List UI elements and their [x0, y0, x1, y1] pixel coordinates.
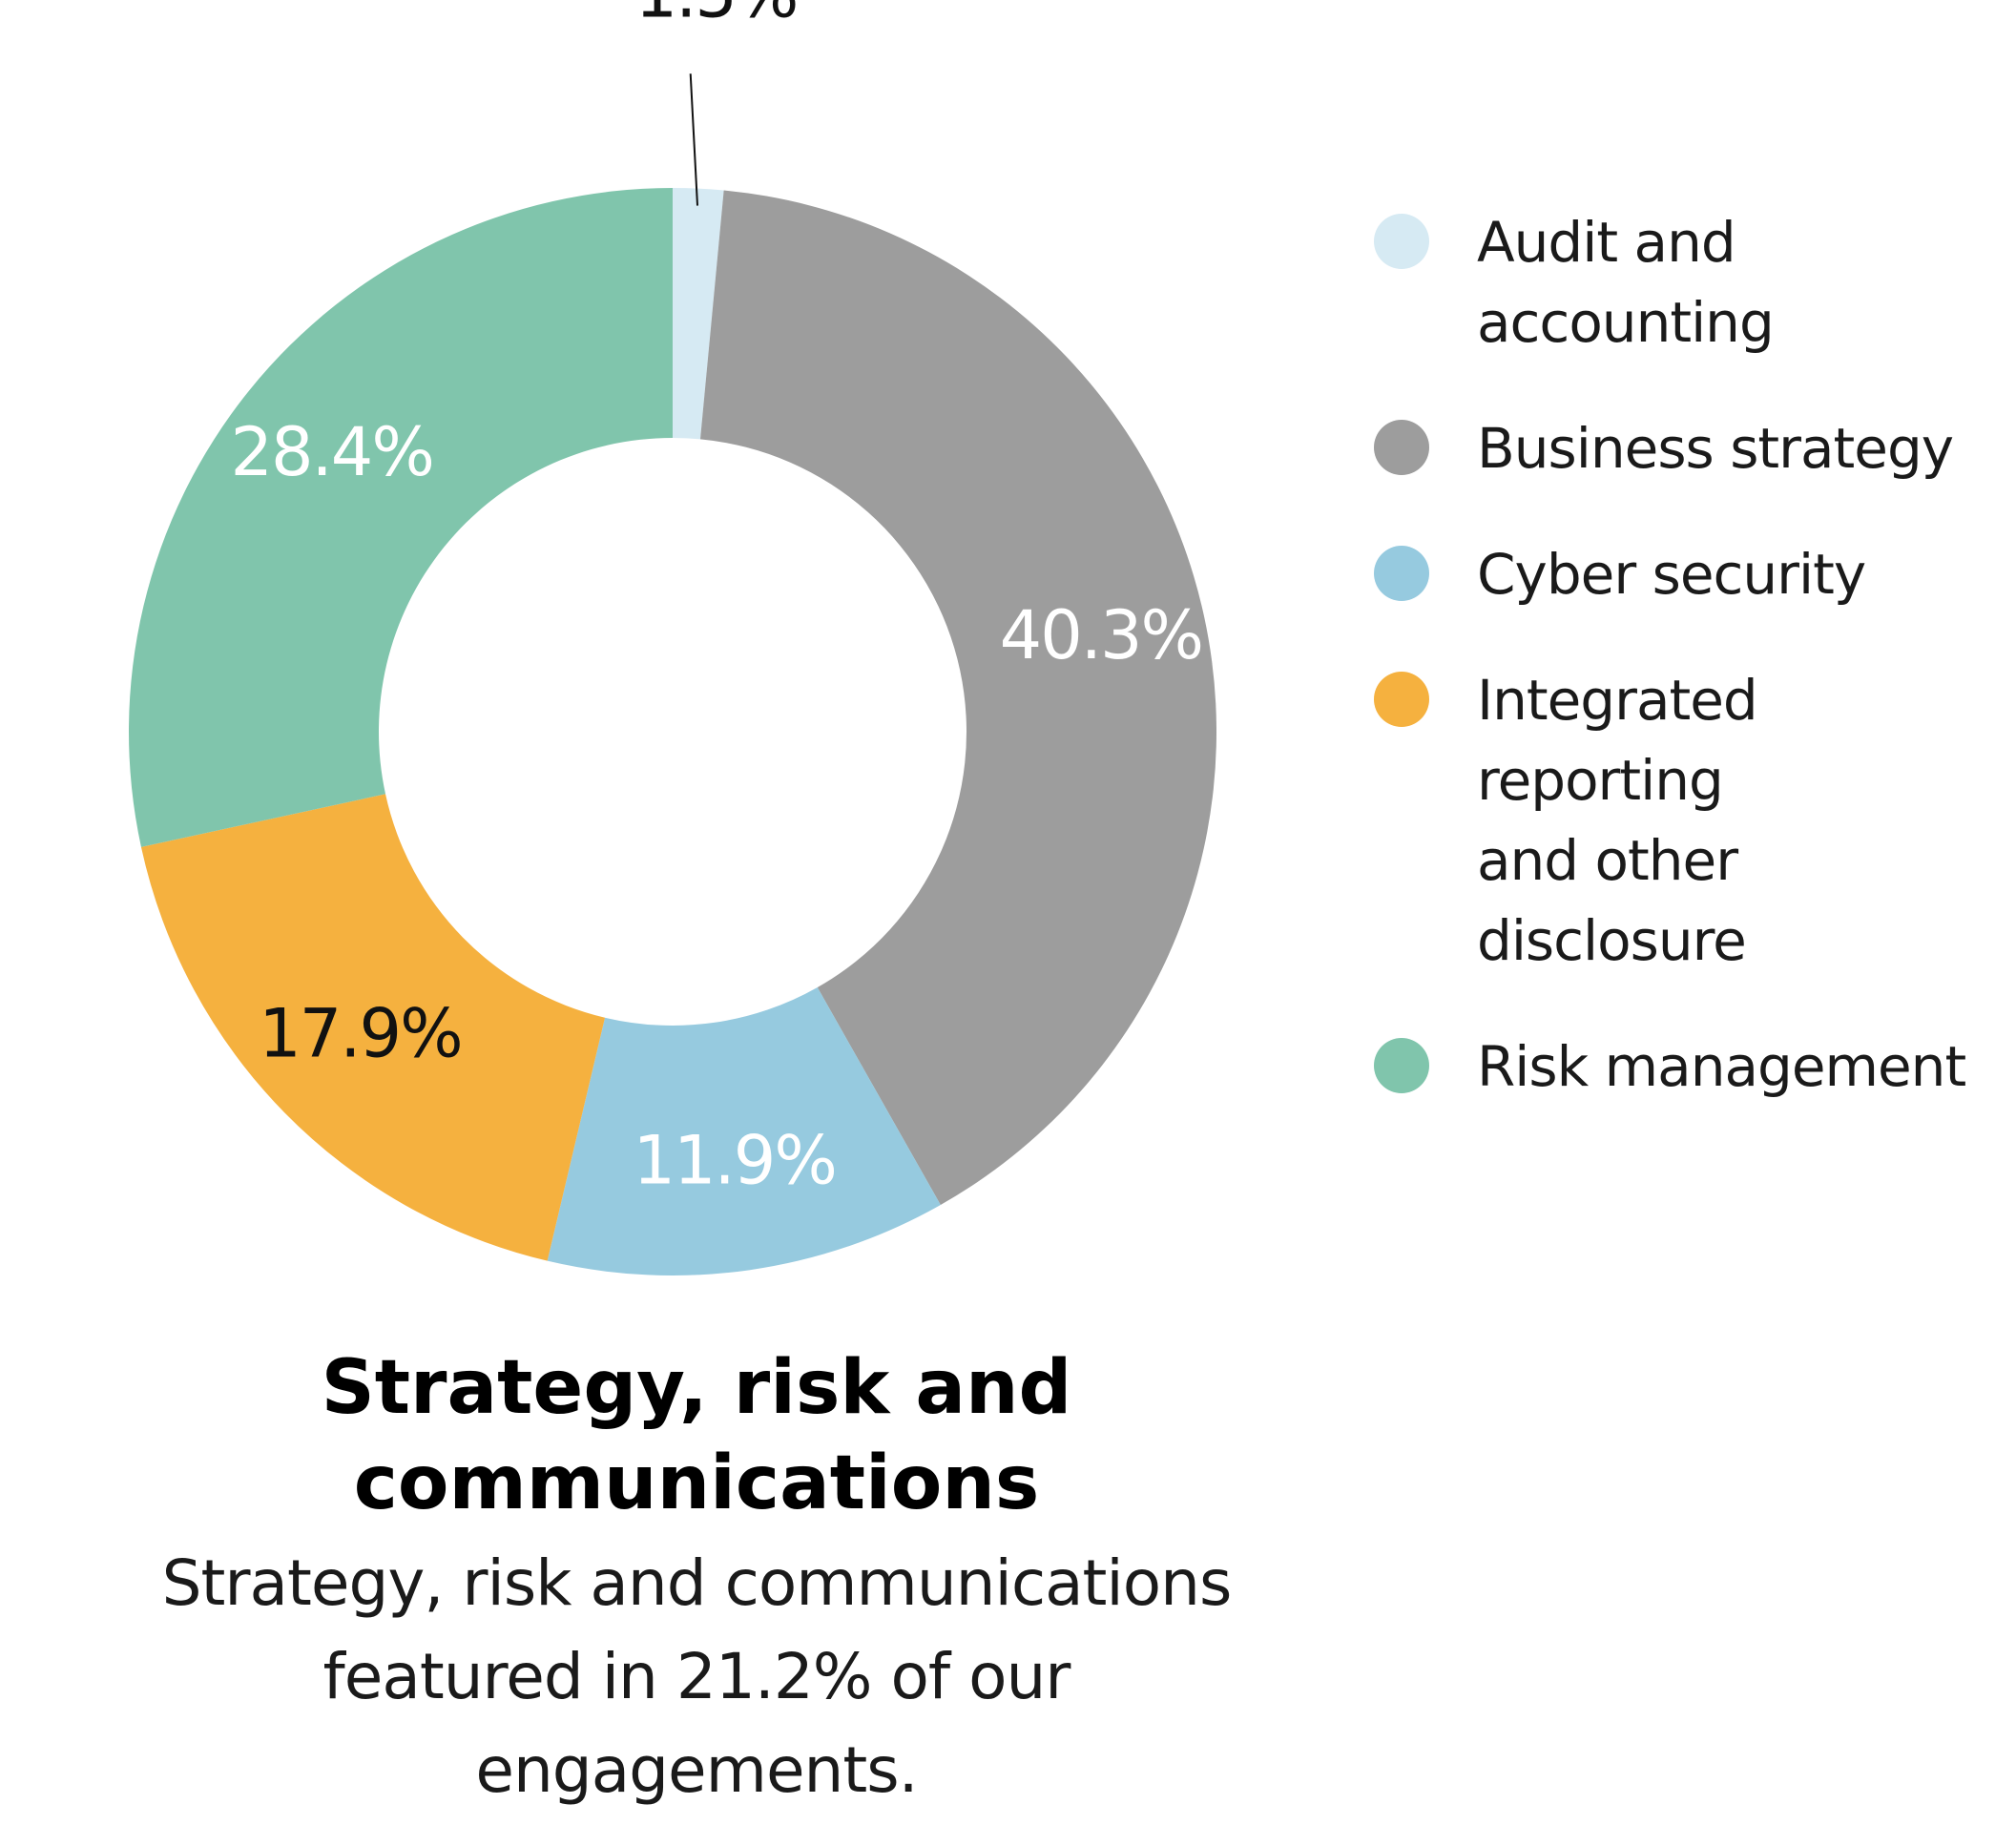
legend-item-integrated-reporting-and-other-disclosure: Integrated reporting and other disclosur… [1374, 660, 2004, 981]
legend-swatch [1374, 1038, 1429, 1093]
slice-label-risk-management: 28.4% [230, 413, 432, 491]
legend-item-risk-management: Risk management [1374, 1027, 2004, 1107]
legend-swatch [1374, 420, 1429, 475]
chart-caption: Strategy, risk and communications Strate… [95, 1340, 1298, 1817]
donut-slices [128, 188, 1217, 1275]
slice-cyber-security [547, 987, 941, 1275]
legend-label: Audit and accounting [1477, 210, 1775, 355]
chart-subtitle: Strategy, risk and communications featur… [161, 1546, 1233, 1807]
chart-legend: Audit and accounting Business strategy Cyb… [1374, 202, 2004, 1152]
slice-label-audit-and-accounting: 1.5% [635, 0, 798, 32]
slice-integrated-reporting-and-other-disclosure [140, 794, 606, 1261]
legend-swatch [1374, 214, 1429, 269]
legend-label: Cyber security [1477, 542, 1866, 607]
legend-label: Risk management [1477, 1034, 1966, 1099]
slice-business-strategy [699, 190, 1217, 1206]
slice-labels: 1.5% 40.3% 11.9% 17.9% 28.4% [230, 0, 1204, 1199]
slice-audit-and-accounting [673, 188, 724, 440]
legend-swatch [1374, 672, 1429, 727]
legend-label: Integrated reporting and other disclosur… [1477, 668, 1758, 973]
legend-item-audit-and-accounting: Audit and accounting [1374, 202, 2004, 363]
slice-label-integrated-reporting-and-other-disclosure: 17.9% [259, 995, 461, 1073]
leader-line-audit-and-accounting [689, 73, 699, 206]
slice-label-cyber-security: 11.9% [633, 1121, 835, 1199]
slice-label-business-strategy: 40.3% [1000, 596, 1202, 674]
legend-swatch [1374, 546, 1429, 601]
legend-item-cyber-security: Cyber security [1374, 534, 2004, 614]
legend-label: Business strategy [1477, 416, 1954, 481]
slice-risk-management [128, 188, 673, 847]
legend-item-business-strategy: Business strategy [1374, 408, 2004, 488]
chart-title: Strategy, risk and communications [321, 1345, 1072, 1526]
